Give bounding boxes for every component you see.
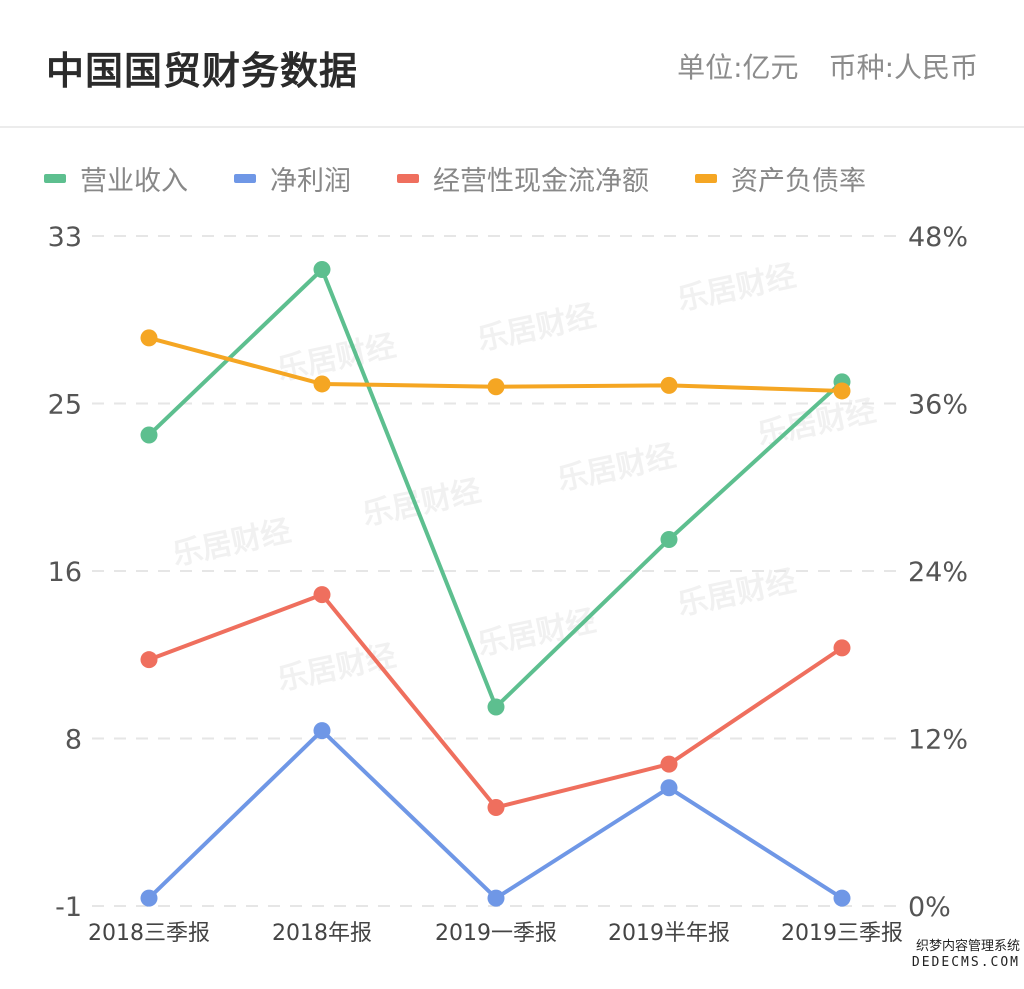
data-point xyxy=(140,651,158,669)
legend-label: 资产负债率 xyxy=(731,165,866,197)
data-point xyxy=(487,889,505,907)
data-point xyxy=(140,329,158,347)
currency-label: 币种:人民币 xyxy=(828,51,978,84)
data-point xyxy=(660,779,678,797)
data-point xyxy=(140,889,158,907)
data-point xyxy=(313,375,331,393)
data-point xyxy=(833,889,851,907)
watermark-text: 乐居财经 xyxy=(474,299,599,358)
x-tick-label: 2019三季报 xyxy=(781,921,903,946)
x-tick-label: 2019一季报 xyxy=(435,921,557,946)
data-point xyxy=(660,755,678,773)
y-left-tick-label: 33 xyxy=(48,222,82,253)
y-right-tick-label: 0% xyxy=(908,892,951,923)
x-tick-label: 2018三季报 xyxy=(88,921,210,946)
legend-label: 经营性现金流净额 xyxy=(433,165,649,197)
data-point xyxy=(487,798,505,816)
watermark-line2: DEDECMS.COM xyxy=(911,955,1020,970)
data-point xyxy=(660,376,678,394)
y-right-tick-label: 36% xyxy=(908,390,968,421)
legend-label: 净利润 xyxy=(270,165,351,197)
y-right-tick-label: 48% xyxy=(908,222,968,253)
chart-legend: 营业收入 净利润 经营性现金流净额 资产负债率 xyxy=(44,158,912,198)
watermark-text: 乐居财经 xyxy=(674,564,799,623)
data-point xyxy=(660,530,678,548)
data-point xyxy=(313,261,331,278)
legend-item[interactable]: 营业收入 xyxy=(44,159,188,198)
watermark-text: 乐居财经 xyxy=(274,329,399,388)
y-left-tick-label: 16 xyxy=(48,557,82,588)
watermark-line1: 织梦内容管理系统 xyxy=(915,939,1020,954)
data-point xyxy=(313,722,331,740)
legend-swatch xyxy=(397,173,419,183)
x-tick-label: 2018年报 xyxy=(272,921,372,946)
y-right-tick-label: 12% xyxy=(908,725,968,756)
unit-info: 单位:亿元 币种:人民币 xyxy=(677,46,978,86)
watermark-text: 乐居财经 xyxy=(674,259,799,318)
page-title: 中国国贸财务数据 xyxy=(46,49,359,93)
dedecms-watermark: 织梦内容管理系统 DEDECMS.COM xyxy=(912,939,1020,971)
data-point xyxy=(313,586,331,604)
unit-label: 单位:亿元 xyxy=(677,51,799,84)
watermark-text: 乐居财经 xyxy=(554,439,679,498)
data-point xyxy=(833,639,851,657)
data-point xyxy=(487,698,505,716)
y-left-tick-label: 25 xyxy=(48,390,82,421)
legend-swatch xyxy=(234,173,256,183)
legend-item[interactable]: 经营性现金流净额 xyxy=(397,159,649,198)
data-point xyxy=(487,378,505,396)
data-point xyxy=(833,382,851,400)
legend-label: 营业收入 xyxy=(80,165,188,197)
data-point xyxy=(140,426,158,444)
y-left-tick-label: 8 xyxy=(65,725,82,756)
watermark-text: 乐居财经 xyxy=(169,514,294,573)
y-left-tick-label: -1 xyxy=(55,892,82,923)
y-right-tick-label: 24% xyxy=(908,557,968,588)
legend-swatch xyxy=(695,173,717,183)
legend-item[interactable]: 资产负债率 xyxy=(695,159,866,198)
watermark-text: 乐居财经 xyxy=(474,604,599,663)
legend-swatch xyxy=(44,173,66,183)
x-tick-label: 2019半年报 xyxy=(608,921,730,946)
legend-item[interactable]: 净利润 xyxy=(234,159,351,198)
header-bar: 中国国贸财务数据 单位:亿元 币种:人民币 xyxy=(0,0,1024,128)
